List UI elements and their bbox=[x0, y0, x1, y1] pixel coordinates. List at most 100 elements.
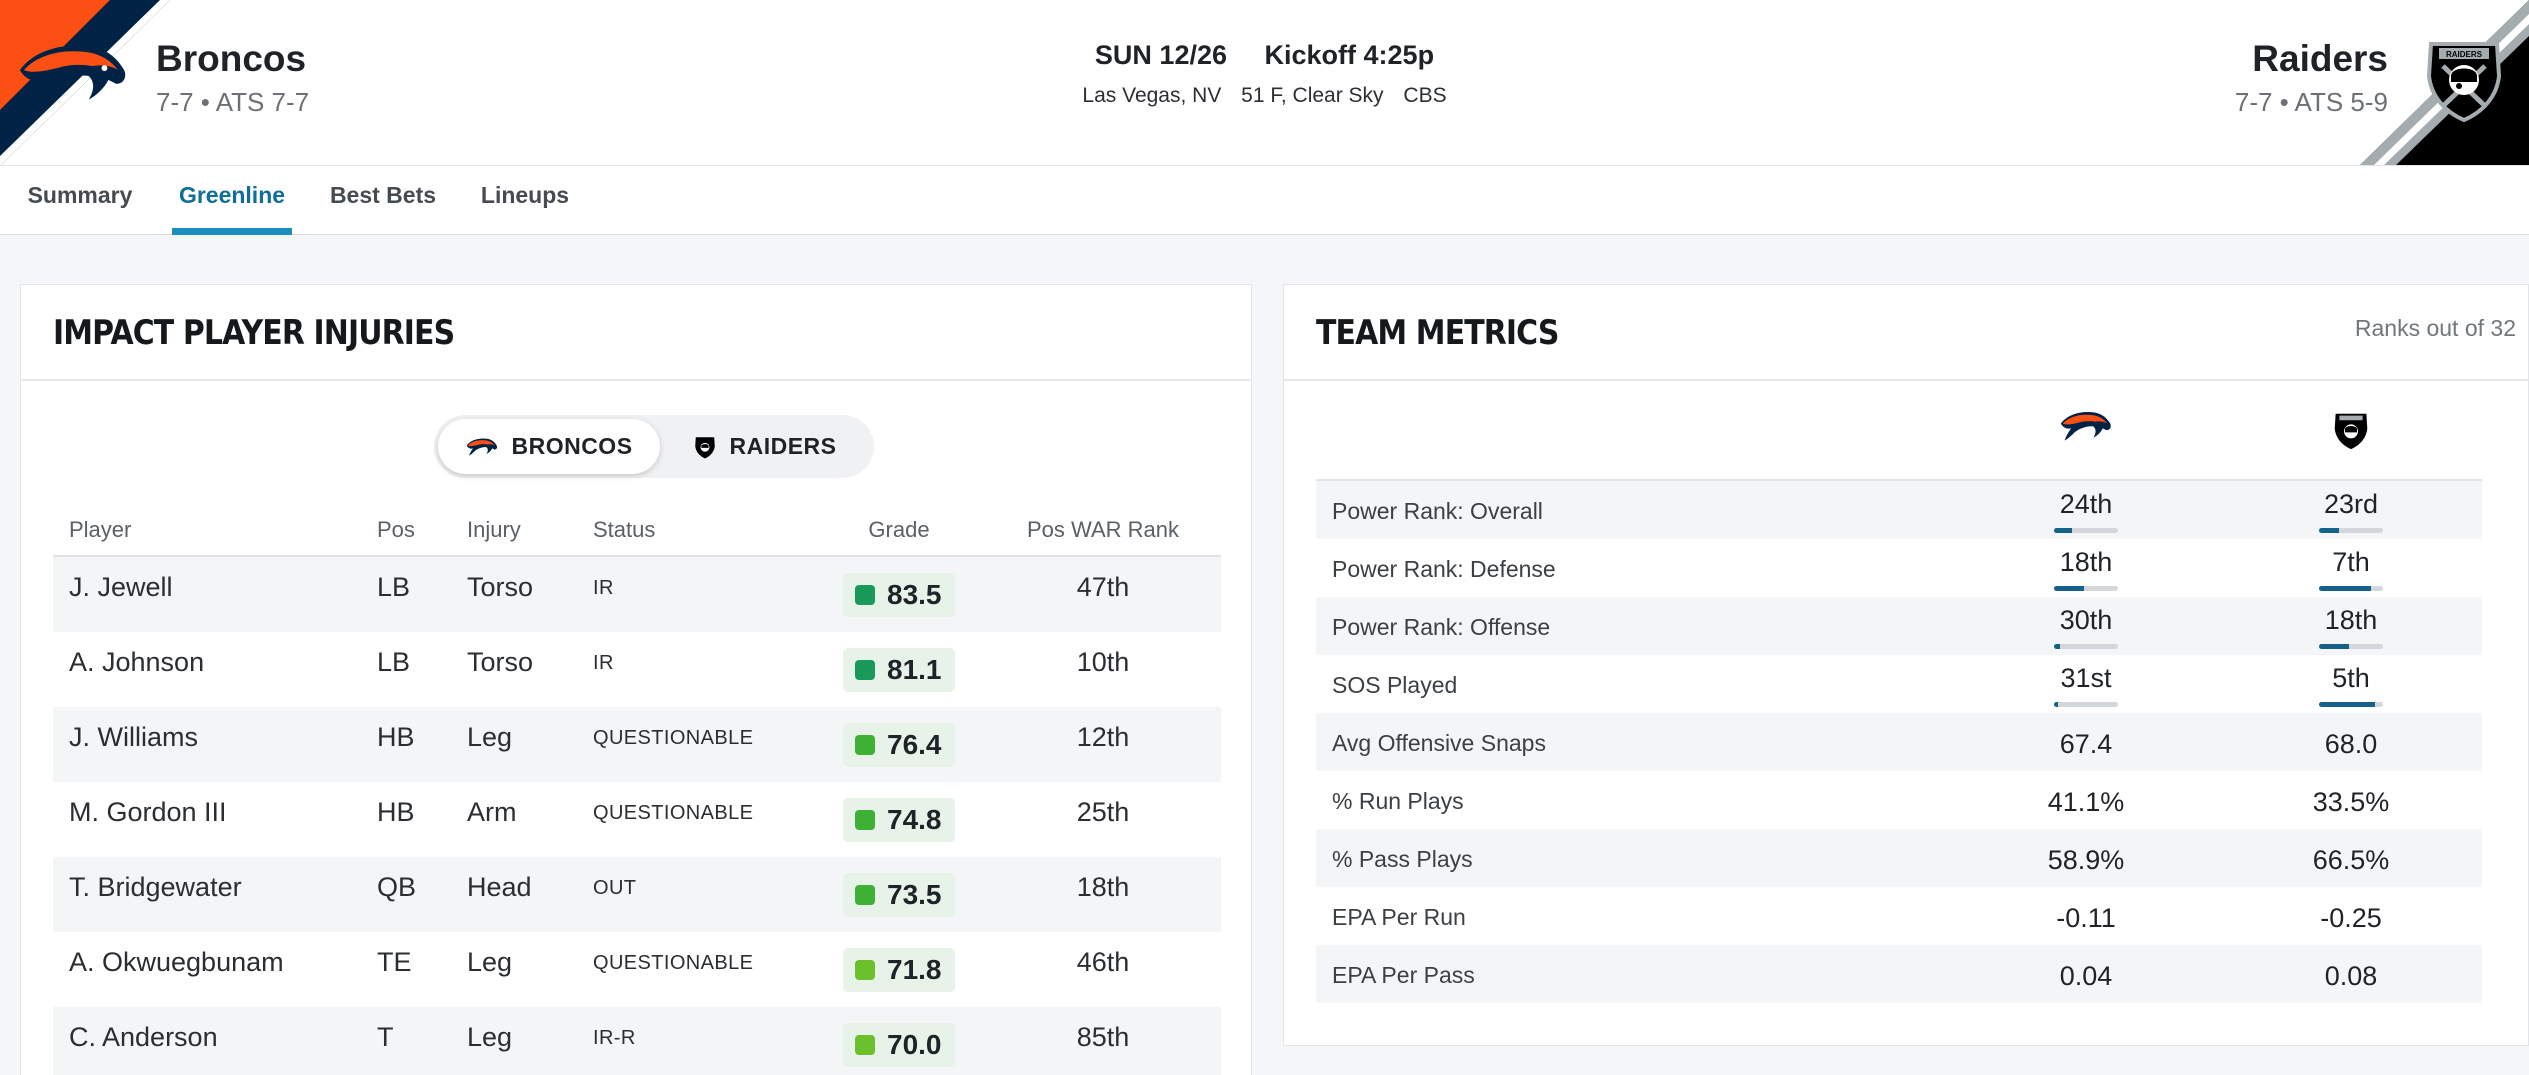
away-metric-value: 66.5% bbox=[2312, 845, 2390, 875]
tab-best-bets[interactable]: Best Bets bbox=[329, 182, 437, 208]
grade-value: 83.5 bbox=[887, 579, 942, 610]
grade-color-swatch bbox=[855, 660, 875, 680]
player-name[interactable]: A. Johnson bbox=[69, 647, 205, 677]
home-metric-value: -0.11 bbox=[2056, 903, 2116, 933]
metric-row: SOS Played 31st 5th bbox=[1316, 655, 2482, 713]
metric-label: EPA Per Run bbox=[1332, 904, 1466, 930]
tab-lineups[interactable]: Lineups bbox=[480, 182, 570, 208]
metric-row: EPA Per Pass 0.04 0.08 bbox=[1316, 945, 2482, 1003]
game-network: CBS bbox=[1403, 84, 1447, 107]
away-rank-bar bbox=[2319, 644, 2383, 649]
game-location: Las Vegas, NV bbox=[1082, 84, 1222, 107]
player-pos: T bbox=[377, 1022, 394, 1052]
player-name[interactable]: J. Williams bbox=[69, 722, 198, 752]
metric-label: Power Rank: Defense bbox=[1332, 556, 1556, 582]
tab-summary[interactable]: Summary bbox=[27, 182, 133, 208]
away-metric-value: 7th bbox=[2332, 547, 2370, 577]
player-status: OUT bbox=[593, 877, 637, 899]
impact-player-injuries-card: IMPACT PLAYER INJURIES BRONCOS RAIDERS P… bbox=[20, 284, 1252, 1075]
away-rank-bar bbox=[2319, 702, 2383, 707]
table-row: A. Johnson LB Torso IR 81.1 10th bbox=[53, 632, 1221, 707]
player-name[interactable]: J. Jewell bbox=[69, 572, 173, 602]
metrics-table: Power Rank: Overall 24th 23rd Power Rank: D… bbox=[1316, 381, 2482, 1003]
grade-badge: 71.8 bbox=[843, 948, 955, 992]
player-status: QUESTIONABLE bbox=[593, 727, 754, 749]
home-metric-value: 18th bbox=[2059, 547, 2113, 577]
player-status: QUESTIONABLE bbox=[593, 802, 754, 824]
away-metric-value: 18th bbox=[2324, 605, 2378, 635]
grade-badge: 70.0 bbox=[843, 1023, 955, 1067]
away-metric-value: 23rd bbox=[2323, 489, 2379, 519]
player-status: IR-R bbox=[593, 1027, 636, 1049]
metrics-card-header: TEAM METRICS Ranks out of 32 bbox=[1284, 285, 2528, 381]
player-name[interactable]: T. Bridgewater bbox=[69, 872, 242, 902]
player-injury: Torso bbox=[467, 572, 534, 602]
home-team-name: Broncos bbox=[156, 38, 307, 79]
player-pos: TE bbox=[377, 947, 412, 977]
team-metrics-card: TEAM METRICS Ranks out of 32 Power Rank:… bbox=[1283, 284, 2529, 1046]
home-metric-value: 41.1% bbox=[2047, 787, 2125, 817]
pos-war-rank: 46th bbox=[1076, 947, 1130, 977]
game-weather: 51 F, Clear Sky bbox=[1241, 84, 1384, 107]
metrics-card-title: TEAM METRICS bbox=[1316, 313, 1559, 353]
home-metric-value: 58.9% bbox=[2047, 845, 2125, 875]
player-pos: LB bbox=[377, 647, 411, 677]
metrics-table-header bbox=[1316, 381, 2482, 481]
broncos-logo-icon bbox=[467, 438, 498, 456]
game-header: Broncos 7-7 • ATS 7-7 SUN 12/26 Kickoff … bbox=[0, 0, 2529, 166]
grade-color-swatch bbox=[855, 735, 875, 755]
player-name[interactable]: M. Gordon III bbox=[69, 797, 227, 827]
col-player: Player bbox=[69, 517, 132, 542]
home-team-record: 7-7 • ATS 7-7 bbox=[156, 87, 310, 117]
player-injury: Head bbox=[467, 872, 532, 902]
pos-war-rank: 25th bbox=[1076, 797, 1130, 827]
away-team-record: 7-7 • ATS 5-9 bbox=[2234, 87, 2388, 117]
home-metric-value: 67.4 bbox=[2059, 729, 2113, 759]
game-date: SUN 12/26 bbox=[1094, 40, 1227, 70]
pos-war-rank: 10th bbox=[1076, 647, 1130, 677]
broncos-logo-icon bbox=[2056, 409, 2116, 454]
col-grade: Grade bbox=[868, 517, 930, 542]
metric-label: % Run Plays bbox=[1332, 788, 1464, 814]
player-injury: Leg bbox=[467, 722, 513, 752]
grade-value: 70.0 bbox=[887, 1029, 942, 1060]
player-pos: LB bbox=[377, 572, 411, 602]
col-status: Status bbox=[593, 517, 656, 542]
grade-badge: 81.1 bbox=[843, 648, 955, 692]
player-pos: QB bbox=[377, 872, 417, 902]
home-rank-bar bbox=[2054, 528, 2118, 533]
injuries-table-body: J. Jewell LB Torso IR 83.5 47th A. Johnson LB To… bbox=[53, 557, 1221, 1075]
table-row: J. Jewell LB Torso IR 83.5 47th bbox=[53, 557, 1221, 632]
home-metric-value: 24th bbox=[2059, 489, 2113, 519]
player-name[interactable]: C. Anderson bbox=[69, 1022, 218, 1052]
table-row: C. Anderson T Leg IR-R 70.0 85th bbox=[53, 1007, 1221, 1075]
grade-color-swatch bbox=[855, 585, 875, 605]
broncos-logo-icon bbox=[14, 40, 132, 110]
pos-war-rank: 12th bbox=[1076, 722, 1130, 752]
grade-badge: 76.4 bbox=[843, 723, 955, 767]
player-pos: HB bbox=[377, 797, 415, 827]
metric-label: % Pass Plays bbox=[1332, 846, 1473, 872]
tab-greenline[interactable]: Greenline bbox=[172, 166, 292, 235]
metric-row: Avg Offensive Snaps 67.4 68.0 bbox=[1316, 713, 2482, 771]
grade-badge: 73.5 bbox=[843, 873, 955, 917]
svg-text:RAIDERS: RAIDERS bbox=[2446, 50, 2483, 59]
pos-war-rank: 85th bbox=[1076, 1022, 1130, 1052]
raiders-logo-icon bbox=[2321, 409, 2381, 454]
player-pos: HB bbox=[377, 722, 415, 752]
col-injury: Injury bbox=[467, 517, 521, 542]
home-metric-value: 31st bbox=[2060, 663, 2112, 693]
away-metric-value: -0.25 bbox=[2320, 903, 2382, 933]
metric-label: EPA Per Pass bbox=[1332, 962, 1475, 988]
toggle-broncos-button[interactable]: BRONCOS bbox=[438, 419, 660, 474]
grade-badge: 74.8 bbox=[843, 798, 955, 842]
grade-value: 74.8 bbox=[887, 804, 942, 835]
metric-row: Power Rank: Defense 18th 7th bbox=[1316, 539, 2482, 597]
injuries-card-title: IMPACT PLAYER INJURIES bbox=[53, 313, 455, 353]
raiders-logo-icon: RAIDERS bbox=[2421, 36, 2507, 123]
player-name[interactable]: A. Okwuegbunam bbox=[69, 947, 284, 977]
toggle-broncos-label: BRONCOS bbox=[511, 433, 633, 459]
toggle-raiders-button[interactable]: RAIDERS bbox=[660, 419, 870, 474]
grade-value: 81.1 bbox=[887, 654, 942, 685]
grade-value: 73.5 bbox=[887, 879, 942, 910]
